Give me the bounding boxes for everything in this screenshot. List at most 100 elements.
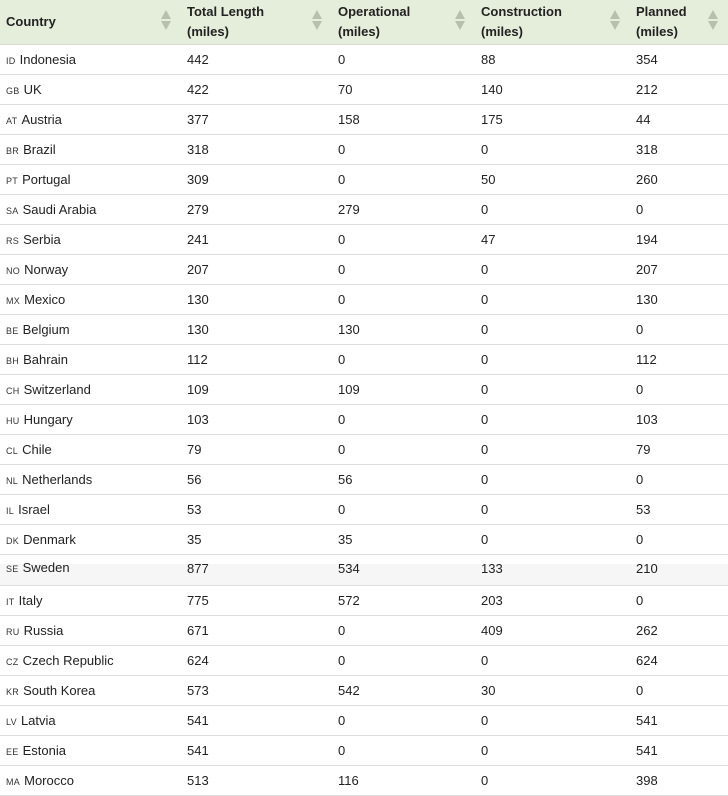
total-value: 541 (187, 713, 209, 728)
table-row: IT Italy 775 572 203 0 (0, 585, 728, 616)
construction-value: 409 (481, 623, 503, 638)
cell-operational: 0 (332, 44, 475, 75)
planned-value: 354 (636, 52, 658, 67)
cell-total: 130 (181, 314, 332, 345)
planned-value: 0 (636, 593, 644, 608)
cell-country: MX Mexico (0, 284, 181, 315)
column-header-planned[interactable]: Planned (miles) (630, 0, 728, 45)
cell-country: BR Brazil (0, 134, 181, 165)
cell-total: 130 (181, 284, 332, 315)
cell-operational: 0 (332, 615, 475, 646)
construction-value: 0 (481, 472, 489, 487)
cell-country: SE Sweden (0, 561, 181, 586)
total-value: 877 (187, 561, 209, 576)
cell-total: 541 (181, 705, 332, 736)
cell-operational: 0 (332, 284, 475, 315)
planned-value: 103 (636, 412, 658, 427)
construction-value: 0 (481, 502, 489, 517)
country-code: EE (6, 747, 19, 757)
column-header-country[interactable]: Country (0, 0, 181, 45)
cell-country: BE Belgium (0, 314, 181, 345)
cell-construction: 0 (475, 194, 630, 225)
cell-planned: 0 (630, 464, 728, 495)
cell-construction: 0 (475, 434, 630, 465)
cell-operational: 0 (332, 134, 475, 165)
cell-planned: 262 (630, 615, 728, 646)
sort-icon[interactable] (708, 10, 718, 32)
country-name: Mexico (24, 292, 66, 307)
cell-country: HU Hungary (0, 404, 181, 435)
country-name: Latvia (20, 713, 56, 728)
cell-total: 442 (181, 44, 332, 75)
cell-country: BH Bahrain (0, 344, 181, 375)
country-name: Czech Republic (22, 653, 114, 668)
cell-construction: 0 (475, 464, 630, 495)
country-code: LV (6, 717, 17, 727)
cell-planned: 210 (630, 562, 728, 586)
operational-value: 0 (338, 52, 346, 67)
total-value: 103 (187, 412, 209, 427)
cell-country: MA Morocco (0, 765, 181, 796)
construction-value: 0 (481, 292, 489, 307)
operational-value: 0 (338, 232, 346, 247)
construction-value: 0 (481, 262, 489, 277)
construction-value: 47 (481, 232, 496, 247)
operational-value: 70 (338, 82, 353, 97)
table-row: RU Russia 671 0 409 262 (0, 615, 728, 646)
planned-value: 541 (636, 713, 658, 728)
cell-construction: 0 (475, 374, 630, 405)
table-row: RS Serbia 241 0 47 194 (0, 224, 728, 255)
cell-country: IL Israel (0, 494, 181, 525)
cell-operational: 56 (332, 464, 475, 495)
cell-planned: 53 (630, 494, 728, 525)
header-row: Country Total Length (miles) Operational(… (0, 0, 728, 45)
planned-value: 0 (636, 472, 644, 487)
cell-construction: 0 (475, 494, 630, 525)
country-name: Sweden (22, 560, 70, 575)
cell-planned: 0 (630, 374, 728, 405)
total-value: 573 (187, 683, 209, 698)
cell-planned: 398 (630, 765, 728, 796)
cell-planned: 79 (630, 434, 728, 465)
table-row: SE Sweden 877 534 133 210 (0, 561, 728, 586)
total-value: 377 (187, 112, 209, 127)
sort-icon[interactable] (161, 10, 171, 32)
operational-value: 0 (338, 653, 346, 668)
column-header-operational[interactable]: Operational (miles) (332, 0, 475, 45)
total-value: 513 (187, 773, 209, 788)
cell-total: 241 (181, 224, 332, 255)
cell-construction: 409 (475, 615, 630, 646)
column-header-construction[interactable]: Construction (miles) (475, 0, 630, 45)
sort-icon[interactable] (312, 10, 322, 32)
country-code: HU (6, 416, 20, 426)
cell-country: GB UK (0, 74, 181, 105)
operational-value: 56 (338, 472, 353, 487)
cell-operational: 0 (332, 735, 475, 766)
sort-icon[interactable] (455, 10, 465, 32)
country-name: Bahrain (23, 352, 68, 367)
cell-operational: 158 (332, 104, 475, 135)
cell-construction: 140 (475, 74, 630, 105)
table-row: NO Norway 207 0 0 207 (0, 254, 728, 285)
country-name: Saudi Arabia (22, 202, 97, 217)
country-name: Chile (22, 442, 52, 457)
cell-planned: 541 (630, 735, 728, 766)
cell-construction: 47 (475, 224, 630, 255)
country-name: Russia (23, 623, 64, 638)
planned-value: 79 (636, 442, 651, 457)
construction-value: 133 (481, 561, 503, 576)
total-value: 56 (187, 472, 202, 487)
planned-value: 262 (636, 623, 658, 638)
column-header-total[interactable]: Total Length (miles) (181, 0, 332, 45)
country-code: ID (6, 56, 16, 66)
cell-operational: 70 (332, 74, 475, 105)
sort-icon[interactable] (610, 10, 620, 32)
cell-planned: 0 (630, 675, 728, 706)
construction-value: 50 (481, 172, 496, 187)
construction-value: 0 (481, 743, 489, 758)
cell-planned: 112 (630, 344, 728, 375)
planned-value: 318 (636, 142, 658, 157)
operational-value: 0 (338, 412, 346, 427)
data-table-continued: SE Sweden 877 534 133 210 IT Italy 775 572 203 0 RU R… (0, 561, 728, 796)
planned-value: 0 (636, 683, 644, 698)
